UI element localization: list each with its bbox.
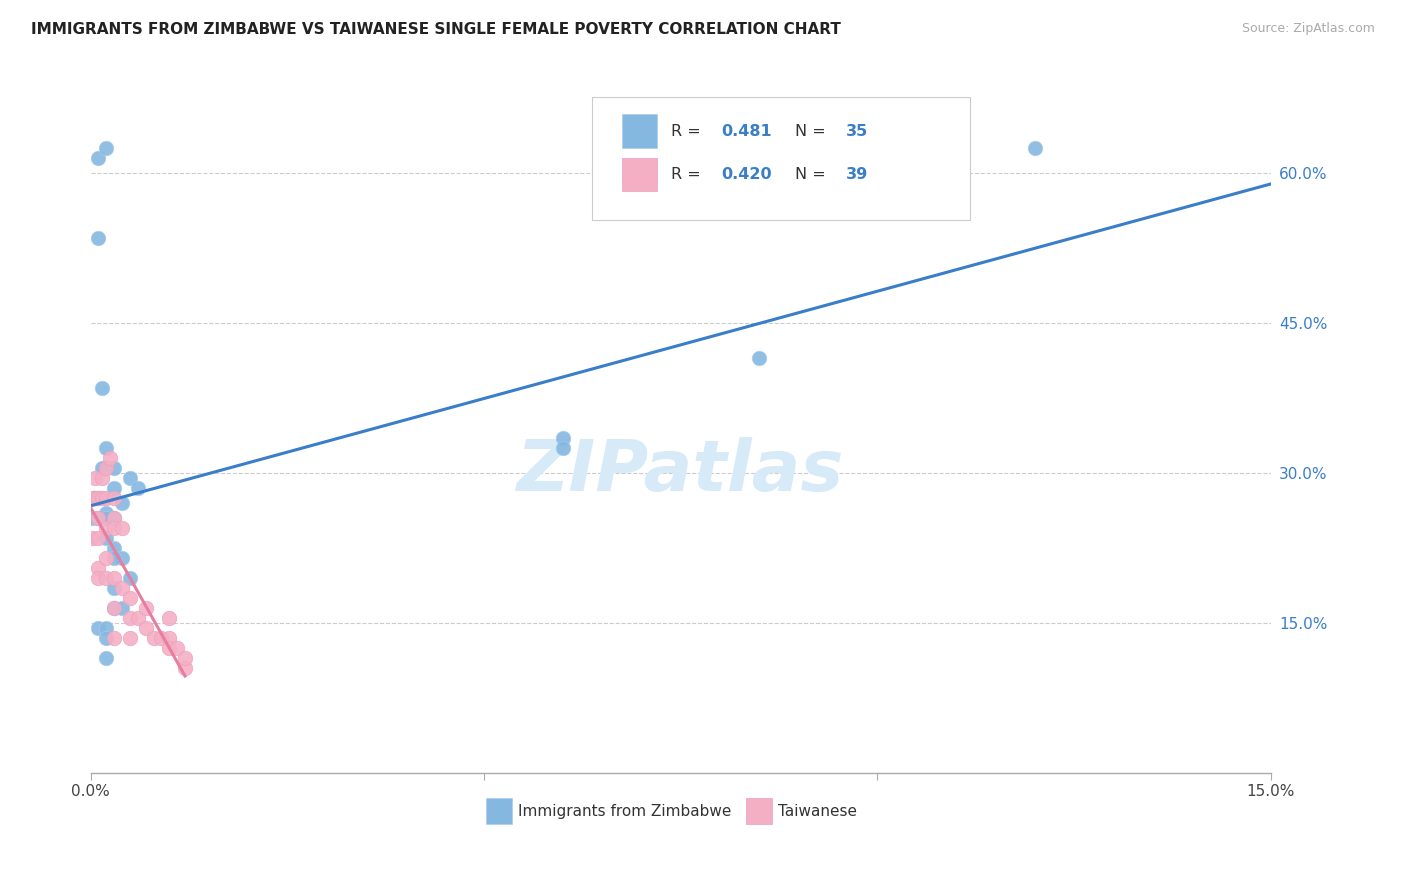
Point: [166, 640, 188, 655]
Point: [96, 141, 118, 155]
Point: [118, 571, 141, 585]
Text: R =: R =: [671, 124, 706, 138]
Point: [111, 550, 134, 565]
Point: [127, 481, 149, 495]
Point: [98, 450, 121, 465]
Text: N =: N =: [796, 167, 831, 182]
Point: [111, 521, 134, 535]
Point: [82, 491, 104, 505]
Point: [118, 591, 141, 605]
Point: [103, 541, 125, 555]
Point: [83, 491, 105, 505]
Point: [157, 640, 180, 655]
Point: [96, 631, 118, 645]
FancyBboxPatch shape: [592, 97, 970, 220]
Text: 39: 39: [846, 167, 869, 182]
Text: N =: N =: [796, 124, 831, 138]
Point: [87, 621, 110, 635]
Point: [142, 631, 165, 645]
Point: [103, 600, 125, 615]
Point: [87, 510, 110, 524]
Point: [103, 600, 125, 615]
Point: [96, 531, 118, 545]
Text: Taiwanese: Taiwanese: [778, 804, 856, 819]
Point: [91, 471, 114, 485]
Point: [103, 491, 125, 505]
Point: [96, 521, 118, 535]
Point: [103, 571, 125, 585]
Point: [103, 521, 125, 535]
Point: [174, 650, 197, 665]
Point: [103, 460, 125, 475]
Point: [96, 460, 118, 475]
Point: [96, 650, 118, 665]
Point: [118, 471, 141, 485]
Point: [91, 381, 114, 395]
Point: [87, 571, 110, 585]
Point: [174, 661, 197, 675]
FancyBboxPatch shape: [621, 158, 657, 191]
Point: [96, 460, 118, 475]
Point: [103, 581, 125, 595]
Point: [103, 631, 125, 645]
Point: [87, 510, 110, 524]
Point: [150, 631, 173, 645]
Point: [87, 531, 110, 545]
Text: 35: 35: [846, 124, 869, 138]
Point: [103, 510, 125, 524]
Point: [551, 431, 574, 445]
Point: [1024, 141, 1046, 155]
Point: [103, 481, 125, 495]
FancyBboxPatch shape: [621, 114, 657, 148]
Text: R =: R =: [671, 167, 706, 182]
Point: [91, 460, 114, 475]
Point: [96, 491, 118, 505]
Point: [111, 581, 134, 595]
Point: [118, 611, 141, 625]
Point: [83, 491, 105, 505]
FancyBboxPatch shape: [745, 797, 772, 824]
Text: Source: ZipAtlas.com: Source: ZipAtlas.com: [1241, 22, 1375, 36]
Text: 0.481: 0.481: [721, 124, 772, 138]
Point: [157, 611, 180, 625]
Text: Immigrants from Zimbabwe: Immigrants from Zimbabwe: [517, 804, 731, 819]
Point: [111, 496, 134, 510]
Text: ZIPatlas: ZIPatlas: [517, 437, 845, 507]
Point: [748, 351, 770, 365]
Text: 0.420: 0.420: [721, 167, 772, 182]
FancyBboxPatch shape: [486, 797, 512, 824]
Point: [82, 510, 104, 524]
Point: [157, 631, 180, 645]
Point: [551, 441, 574, 455]
Point: [103, 510, 125, 524]
Point: [87, 231, 110, 245]
Point: [118, 631, 141, 645]
Point: [82, 531, 104, 545]
Point: [96, 621, 118, 635]
Point: [135, 621, 157, 635]
Point: [127, 611, 149, 625]
Point: [111, 600, 134, 615]
Point: [96, 506, 118, 520]
Text: IMMIGRANTS FROM ZIMBABWE VS TAIWANESE SINGLE FEMALE POVERTY CORRELATION CHART: IMMIGRANTS FROM ZIMBABWE VS TAIWANESE SI…: [31, 22, 841, 37]
Point: [96, 441, 118, 455]
Point: [135, 600, 157, 615]
Point: [87, 491, 110, 505]
Point: [87, 560, 110, 574]
Point: [91, 491, 114, 505]
Point: [96, 510, 118, 524]
Point: [96, 550, 118, 565]
Point: [87, 151, 110, 165]
Point: [96, 571, 118, 585]
Point: [83, 471, 105, 485]
Point: [87, 491, 110, 505]
Point: [103, 550, 125, 565]
